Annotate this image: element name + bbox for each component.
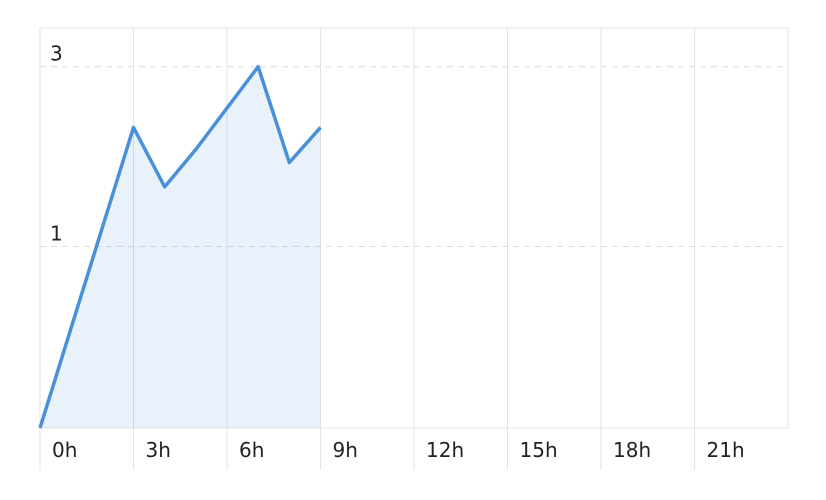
y-tick-label: 1 [50,222,63,246]
x-tick-label: 6h [239,438,264,462]
x-tick-label: 9h [333,438,358,462]
y-tick-label: 3 [50,42,63,66]
x-tick-label: 0h [52,438,77,462]
x-tick-label: 12h [426,438,464,462]
x-tick-label: 18h [613,438,651,462]
x-tick-label: 21h [707,438,745,462]
line [38,64,322,429]
area-fill [40,66,321,429]
x-tick-label: 15h [520,438,558,462]
x-tick-label: 3h [146,438,171,462]
